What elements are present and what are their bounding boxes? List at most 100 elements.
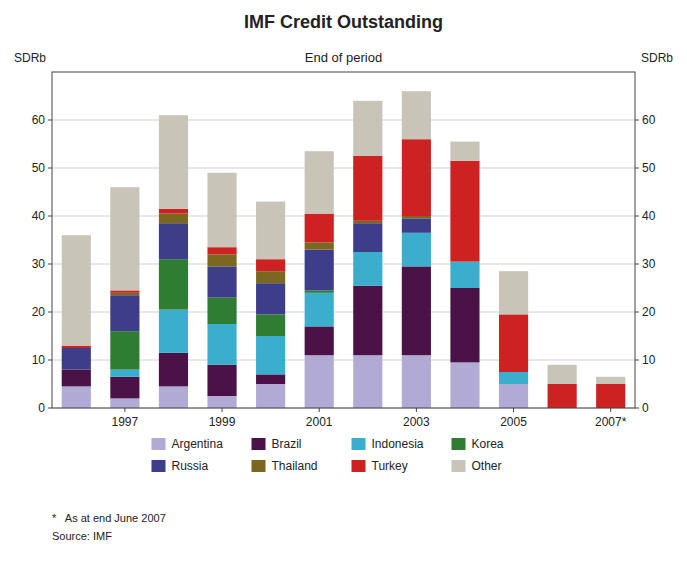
y-tick [48, 408, 52, 409]
legend-swatch [452, 460, 466, 472]
bar-segment [256, 314, 285, 336]
legend-label: Korea [472, 437, 504, 451]
bar-segment [207, 396, 236, 408]
y-tick [48, 312, 52, 313]
bar-segment [62, 370, 91, 387]
bar-segment [62, 346, 91, 348]
bar-segment [305, 326, 334, 355]
legend-swatch [452, 438, 466, 450]
plot-frame [52, 72, 635, 408]
bar-segment [353, 101, 382, 156]
footnote: Source: IMF [52, 530, 112, 542]
bar-segment [110, 187, 139, 290]
grid-line [52, 168, 635, 169]
bar-segment [305, 293, 334, 327]
legend-swatch [152, 438, 166, 450]
bar-segment [499, 384, 528, 408]
bar-segment [110, 398, 139, 408]
x-tick [610, 408, 611, 412]
bar-segment [305, 242, 334, 249]
legend-swatch [352, 438, 366, 450]
legend-swatch [352, 460, 366, 472]
bar-segment [159, 310, 188, 353]
bar-segment [353, 355, 382, 408]
bar-segment [110, 290, 139, 292]
legend-label: Thailand [272, 459, 318, 473]
bar-segment [207, 247, 236, 254]
y-tick-right [635, 312, 639, 313]
bar-segment [305, 290, 334, 292]
bar-segment [499, 314, 528, 372]
y-tick [48, 360, 52, 361]
bar-segment [353, 156, 382, 221]
y-tick-right [635, 264, 639, 265]
bar-segment [305, 355, 334, 408]
bar-segment [402, 355, 431, 408]
y-tick [48, 216, 52, 217]
bar-segment [256, 259, 285, 271]
legend-label: Indonesia [372, 437, 424, 451]
bar-segment [548, 384, 577, 408]
x-tick [124, 408, 125, 412]
bar-segment [402, 266, 431, 355]
y-tick-right [635, 120, 639, 121]
y-tick-label-right: 20 [642, 305, 656, 319]
y-tick-label: 50 [32, 161, 46, 175]
y-tick-label-right: 50 [642, 161, 656, 175]
bar-segment [159, 353, 188, 387]
y-tick-label-right: 0 [642, 401, 649, 415]
legend-label: Russia [172, 459, 209, 473]
bar-segment [207, 365, 236, 396]
bar-segment [207, 298, 236, 324]
y-tick-label: 20 [32, 305, 46, 319]
x-tick-label: 2007* [595, 415, 627, 429]
bar-segment [596, 377, 625, 384]
bars [62, 91, 626, 408]
bar-segment [450, 288, 479, 362]
bar-segment [353, 252, 382, 286]
x-tick [513, 408, 514, 412]
bar-segment [207, 266, 236, 297]
grid [52, 120, 635, 408]
x-tick-label: 2005 [500, 415, 527, 429]
bar-segment [450, 142, 479, 161]
x-tick [319, 408, 320, 412]
bar-segment [207, 254, 236, 266]
legend-swatch [252, 460, 266, 472]
y-tick-right [635, 360, 639, 361]
bar-segment [548, 365, 577, 384]
bar-segment [159, 115, 188, 209]
bar-segment [110, 293, 139, 295]
bar-segment [402, 216, 431, 218]
bar-segment [62, 348, 91, 370]
y-tick-label: 60 [32, 113, 46, 127]
y-tick-right [635, 216, 639, 217]
footnote: * As at end June 2007 [52, 512, 166, 524]
bar-segment [256, 384, 285, 408]
y-tick-label-right: 10 [642, 353, 656, 367]
bar-segment [305, 151, 334, 213]
y-tick-right [635, 408, 639, 409]
bar-segment [256, 283, 285, 314]
bar-segment [305, 214, 334, 243]
bar-segment [110, 295, 139, 331]
bar-segment [499, 271, 528, 314]
x-tick-label: 1999 [209, 415, 236, 429]
bar-segment [353, 286, 382, 356]
x-tick [416, 408, 417, 412]
bar-segment [110, 370, 139, 377]
y-tick [48, 168, 52, 169]
bar-segment [450, 362, 479, 408]
legend-label: Argentina [172, 437, 224, 451]
grid-line [52, 120, 635, 121]
legend-swatch [252, 438, 266, 450]
x-tick [222, 408, 223, 412]
y-tick-label: 40 [32, 209, 46, 223]
bar-segment [256, 374, 285, 384]
bar-segment [110, 331, 139, 369]
x-tick-label: 2003 [403, 415, 430, 429]
bar-segment [596, 384, 625, 408]
y-tick-label-right: 60 [642, 113, 656, 127]
bar-segment [256, 336, 285, 374]
bar-segment [62, 235, 91, 345]
